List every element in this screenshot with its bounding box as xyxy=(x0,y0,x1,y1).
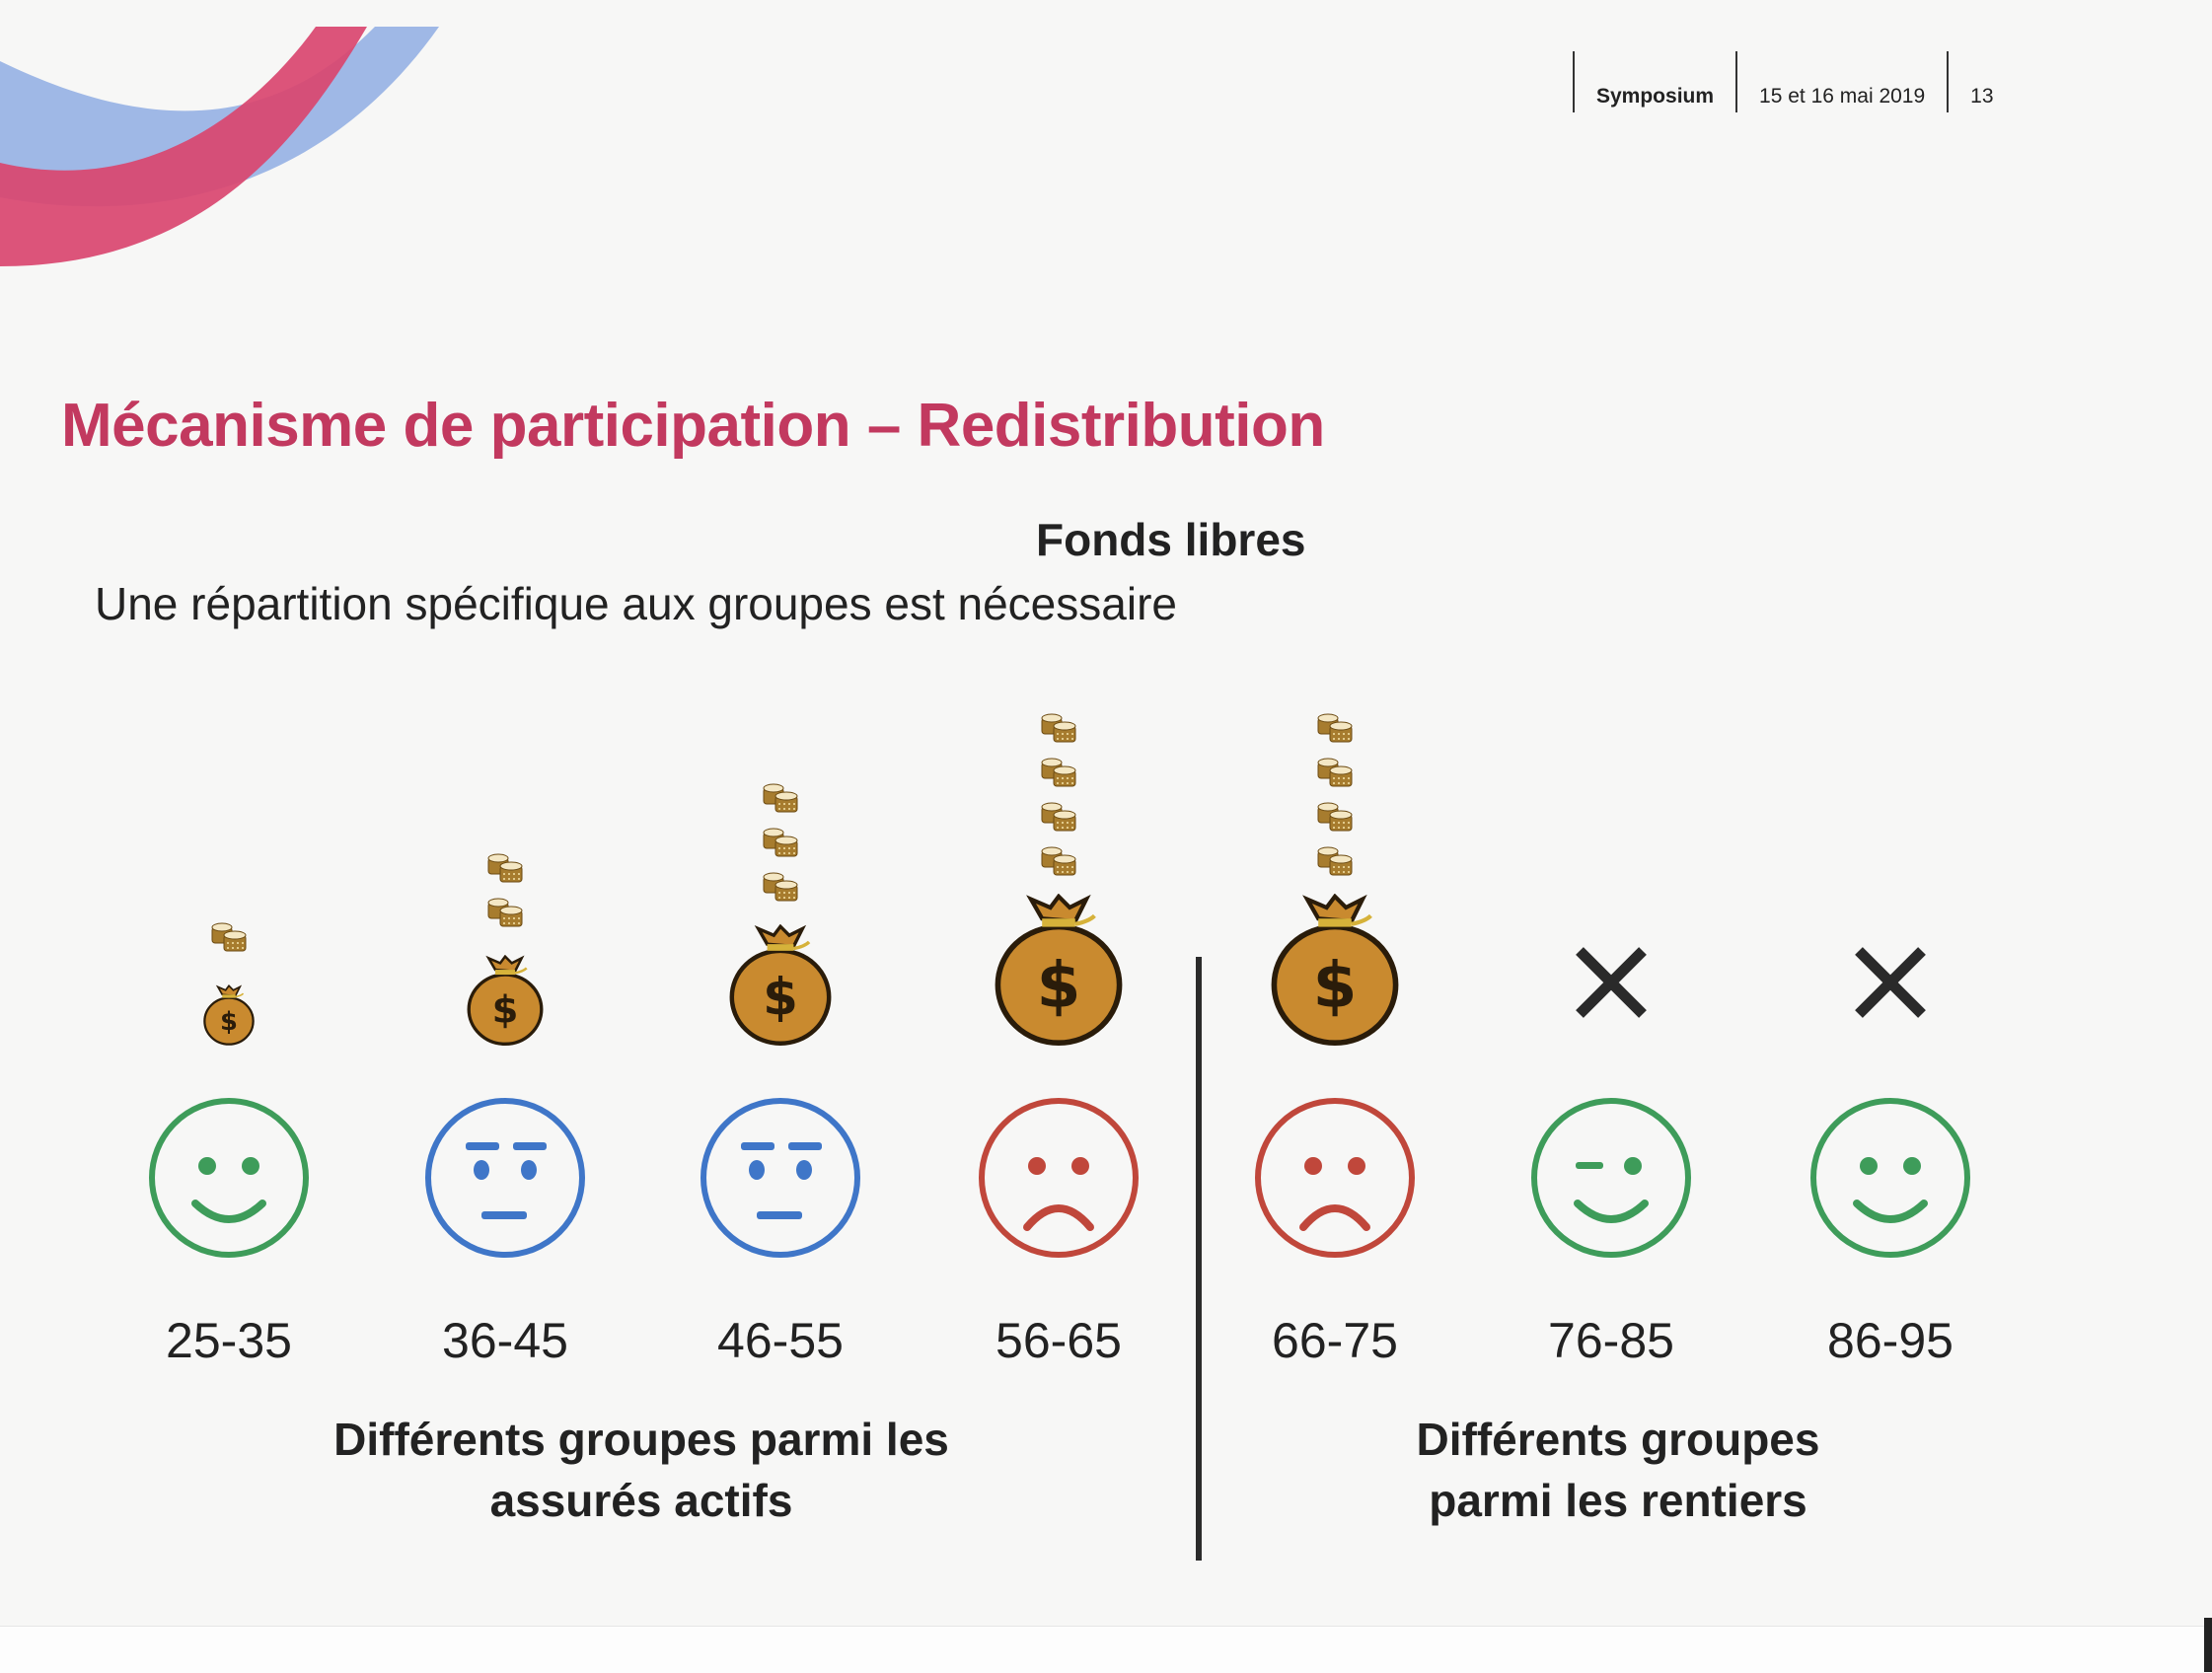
coin-stack-icon xyxy=(1039,757,1078,795)
coin-stack-icon xyxy=(1039,712,1078,751)
sad-face-icon xyxy=(976,1095,1142,1266)
svg-text:$: $ xyxy=(1313,949,1358,1023)
coin-stack-icon xyxy=(1315,801,1355,839)
header-separator xyxy=(1735,51,1738,112)
coin-stack-icon xyxy=(485,897,525,935)
scan-edge-shadow xyxy=(2204,1618,2212,1672)
sad-face-icon xyxy=(1252,1095,1418,1266)
coin-stacks xyxy=(111,921,347,960)
money-bag-icon: $ xyxy=(725,923,836,1051)
age-group-66-75: $ xyxy=(1217,710,1453,1420)
age-group-56-65: $ xyxy=(940,710,1177,1420)
page-number: 13 xyxy=(1970,85,1994,108)
coin-stacks xyxy=(1217,712,1453,884)
group-divider xyxy=(1196,957,1202,1561)
slide-title: Mécanisme de participation – Redistribut… xyxy=(61,392,1325,460)
neutral-face-icon xyxy=(422,1095,588,1266)
coin-stack-icon xyxy=(761,871,800,909)
neutral-face-icon xyxy=(698,1095,863,1266)
caption-active-line1: Différents groupes parmi les xyxy=(333,1414,949,1465)
age-range-label: 76-85 xyxy=(1548,1313,1674,1368)
svg-text:$: $ xyxy=(1037,949,1081,1023)
money-bag-icon: $ xyxy=(464,954,547,1051)
coin-stacks xyxy=(387,852,624,935)
caption-retired-line2: parmi les rentiers xyxy=(1429,1475,1807,1526)
coin-stack-icon xyxy=(1039,845,1078,884)
svg-text:$: $ xyxy=(220,1007,238,1037)
age-range-label: 86-95 xyxy=(1827,1313,1954,1368)
age-group-46-55: $ xyxy=(662,710,899,1420)
coin-stacks xyxy=(940,712,1177,884)
happy-face-icon xyxy=(146,1095,312,1266)
age-group-36-45: $ 36-45 xyxy=(387,710,624,1420)
coin-stack-icon xyxy=(1315,845,1355,884)
header-separator xyxy=(1573,51,1575,112)
coin-stack-icon xyxy=(1315,757,1355,795)
happy-face-icon xyxy=(1807,1095,1973,1266)
header-separator xyxy=(1947,51,1950,112)
money-bag-icon: $ xyxy=(201,984,257,1051)
age-range-label: 56-65 xyxy=(995,1313,1122,1368)
cross-icon xyxy=(1853,945,1928,1025)
age-group-25-35: $ 25-35 xyxy=(111,710,347,1420)
coin-stack-icon xyxy=(485,852,525,891)
caption-retired-line1: Différents groupes xyxy=(1416,1414,1820,1465)
section-label: Fonds libres xyxy=(1036,514,1306,565)
cross-icon xyxy=(1574,945,1649,1025)
age-range-label: 36-45 xyxy=(442,1313,568,1368)
age-range-label: 66-75 xyxy=(1272,1313,1398,1368)
slide-header: Symposium 15 et 16 mai 2019 13 xyxy=(1573,49,2016,112)
coin-stacks xyxy=(662,782,899,909)
coin-stack-icon xyxy=(761,782,800,821)
coin-stack-icon xyxy=(1039,801,1078,839)
money-bag-icon: $ xyxy=(1266,893,1404,1051)
scan-paper-edge xyxy=(0,1626,2212,1673)
svg-text:$: $ xyxy=(763,969,798,1028)
coin-stack-icon xyxy=(1315,712,1355,751)
age-group-76-85: 76-85 xyxy=(1493,710,1730,1420)
coin-stack-icon xyxy=(761,827,800,865)
header-dates: 15 et 16 mai 2019 xyxy=(1759,85,1926,108)
coin-stack-icon xyxy=(209,921,249,960)
caption-active: Différents groupes parmi les assurés act… xyxy=(257,1409,1026,1531)
wink-face-icon xyxy=(1528,1095,1694,1266)
caption-active-line2: assurés actifs xyxy=(489,1475,793,1526)
svg-text:$: $ xyxy=(492,988,519,1033)
age-range-label: 46-55 xyxy=(717,1313,844,1368)
decorative-swoosh-logo xyxy=(0,27,439,266)
age-group-86-95: 86-95 xyxy=(1772,710,2009,1420)
age-range-label: 25-35 xyxy=(166,1313,292,1368)
money-bag-icon: $ xyxy=(990,893,1128,1051)
caption-retired: Différents groupes parmi les rentiers xyxy=(1322,1409,1914,1531)
slide-subtitle: Une répartition spécifique aux groupes e… xyxy=(95,578,1177,629)
header-event: Symposium xyxy=(1596,85,1715,108)
